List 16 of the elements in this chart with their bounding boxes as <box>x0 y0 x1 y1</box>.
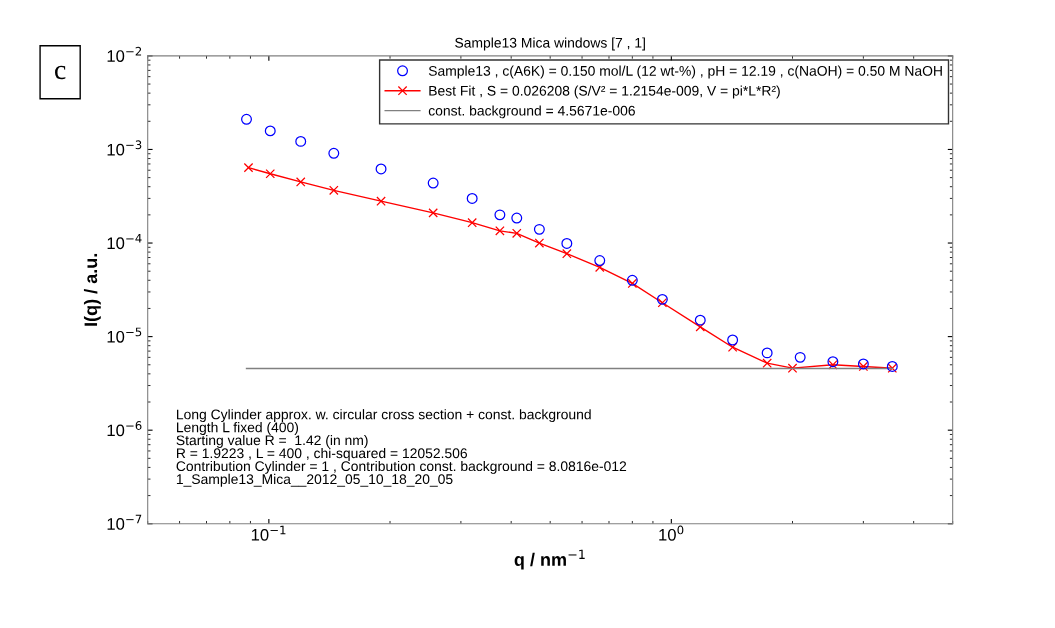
y-tick-label: 10$^{−2}$ <box>107 46 142 62</box>
y-tick-label: 10$^{−6}$ <box>107 421 142 437</box>
text: c <box>55 65 66 80</box>
y-axis-title: I(q) / a.u. <box>83 253 101 326</box>
y-tick-label: 10$^{−3}$ <box>107 140 142 156</box>
chart-title: Sample13 Mica windows [7 , 1] <box>455 37 645 51</box>
legend-label: const. background = 4.5671e-006 <box>428 105 635 119</box>
y-tick-label: 10$^{−4}$ <box>107 234 142 250</box>
legend-label: Best Fit , S = 0.026208 (S/V² = 1.2154e-009, V = pi*L*R²) <box>429 85 780 99</box>
y-tick-label: 10$^{−5}$ <box>107 327 142 343</box>
x-tick-label: 10$^{0}$ <box>659 525 684 541</box>
x-axis-title: q / nm$^{−1}$ <box>514 549 585 570</box>
x-tick-label: 10$^{−1}$ <box>251 525 286 541</box>
y-tick-label: 10$^{−7}$ <box>107 514 142 530</box>
annotation: Long Cylinder approx. w. circular cross section + const. background Length L fixed (400) Starting value R = 1.42 (in nm) R = 1.9223 , L = 400 , chi-squared = 12052.506 Contribution Cylinder = 1 , Contribution const. background = 8.0816e-012 1_Sample13_Mica__2012_05_10_18_20_05 <box>176 409 627 487</box>
legend-label: Sample13 , c(A6K) = 0.150 mol/L (12 wt-%) , pH = 12.19 , c(NaOH) = 0.50 M NaOH <box>428 65 942 79</box>
